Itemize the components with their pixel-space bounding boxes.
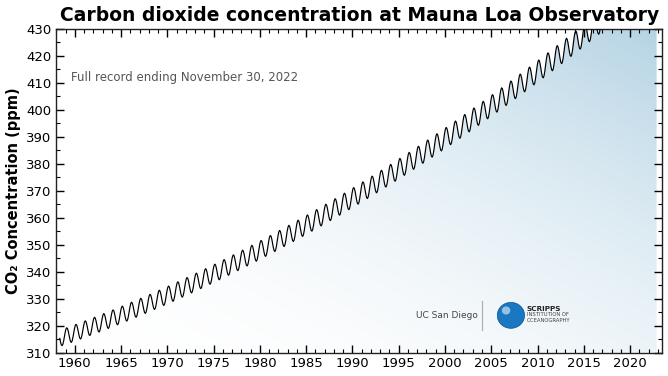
Text: INSTITUTION OF: INSTITUTION OF <box>526 312 568 317</box>
Y-axis label: CO₂ Concentration (ppm): CO₂ Concentration (ppm) <box>5 88 21 294</box>
Title: Carbon dioxide concentration at Mauna Loa Observatory: Carbon dioxide concentration at Mauna Lo… <box>59 6 659 24</box>
Text: SCRIPPS: SCRIPPS <box>526 306 561 312</box>
Ellipse shape <box>497 302 524 328</box>
Text: UC San Diego: UC San Diego <box>415 311 478 320</box>
Text: OCEANOGRAPHY: OCEANOGRAPHY <box>526 318 570 323</box>
Text: Full record ending November 30, 2022: Full record ending November 30, 2022 <box>71 71 299 84</box>
Ellipse shape <box>502 306 510 315</box>
